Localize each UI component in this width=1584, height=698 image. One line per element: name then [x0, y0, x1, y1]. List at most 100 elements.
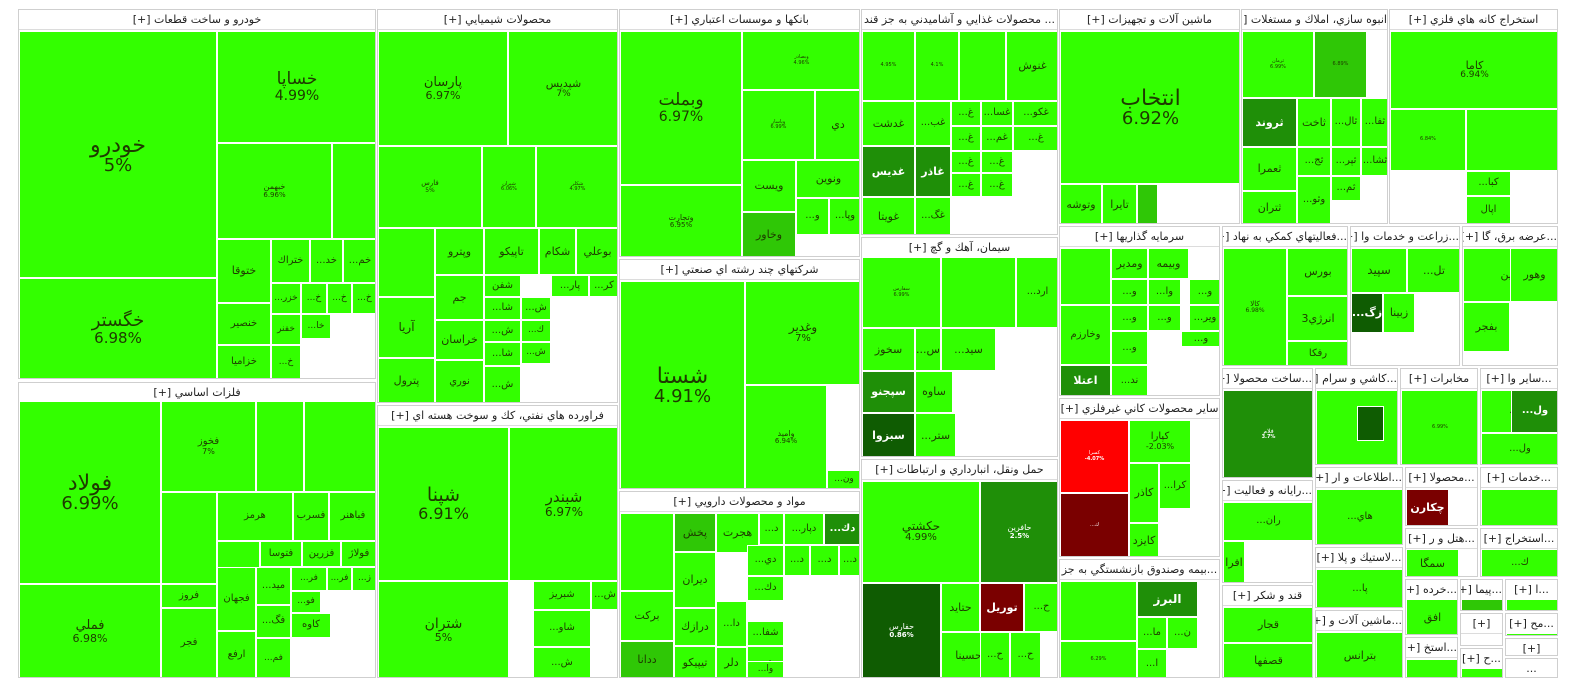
stock-tile[interactable]: ...ش — [533, 647, 591, 677]
stock-tile[interactable]: ...غكو — [1013, 101, 1057, 126]
stock-tile[interactable]: فولاژ — [341, 541, 375, 567]
stock-tile[interactable]: ددانا — [620, 641, 674, 677]
stock-tile[interactable]: پترول — [378, 358, 435, 402]
stock-tile[interactable]: ...دپار — [784, 513, 824, 545]
stock-tile[interactable]: ...و — [1189, 279, 1219, 305]
stock-tile[interactable]: ...ول — [1481, 433, 1557, 464]
stock-tile[interactable]: ...خ — [271, 345, 301, 378]
stock-tile[interactable]: ...هاي — [1316, 489, 1402, 544]
sector-group[interactable]: حمل ونقل، انبارداري و ارتباطات [+] حكشتي 4… — [861, 459, 1058, 678]
stock-tile[interactable]: انرژي3 — [1287, 296, 1347, 341]
stock-tile[interactable]: قصفها — [1223, 643, 1312, 677]
stock-tile[interactable]: غدشت — [862, 101, 915, 146]
stock-tile[interactable]: ...غ — [951, 101, 981, 126]
sector-header[interactable]: ...كاشي و سرام [+] — [1316, 369, 1397, 389]
stock-tile[interactable]: تاپيكو — [484, 228, 539, 275]
stock-tile[interactable]: ...دك — [747, 576, 784, 601]
stock-tile[interactable]: ...وا — [1148, 279, 1181, 305]
stock-tile[interactable]: ...كر — [589, 275, 617, 297]
stock-tile[interactable]: ...ثال — [1331, 98, 1361, 147]
stock-tile[interactable]: ويست — [742, 160, 796, 212]
sector-header[interactable]: فلزات اساسي [+] — [19, 383, 375, 403]
stock-tile[interactable]: فسرب — [293, 492, 329, 541]
stock-tile[interactable]: ...غم — [981, 126, 1013, 151]
sector-group[interactable]: ...كاشي و سرام [+] — [1315, 368, 1398, 465]
stock-tile[interactable] — [959, 31, 1006, 101]
sector-header[interactable]: [+] — [1461, 614, 1502, 634]
stock-tile[interactable] — [941, 257, 1016, 328]
sector-group[interactable]: ...هتل و ر [+] سمگا — [1405, 528, 1478, 577]
stock-tile[interactable]: ...وپا — [829, 198, 859, 235]
stock-tile[interactable]: 6.84% — [1390, 109, 1466, 171]
stock-tile[interactable]: ...و — [1181, 331, 1219, 347]
sector-header[interactable]: سرمايه گذاريها [+] — [1060, 227, 1219, 247]
stock-tile[interactable]: خنصير — [217, 303, 271, 345]
stock-tile[interactable]: فخوز 7% — [161, 401, 256, 492]
stock-tile[interactable]: ...كبا — [1466, 171, 1511, 196]
sector-header[interactable]: ...بيمه وصندوق بازنشستگي به جز — [1060, 560, 1219, 580]
stock-tile[interactable]: سپجنو — [862, 371, 915, 413]
stock-tile[interactable]: شستا 4.91% — [620, 281, 745, 488]
stock-tile[interactable]: ...فگ — [256, 605, 291, 638]
stock-tile[interactable]: فملي 6.98% — [19, 584, 161, 677]
stock-tile[interactable]: ...ح — [1024, 583, 1057, 632]
sector-header[interactable]: ...اطلاعات و ار [+] — [1316, 468, 1402, 488]
stock-tile[interactable]: فزرين — [302, 541, 341, 567]
sector-group[interactable]: ...خرده [+] افق — [1405, 579, 1458, 635]
stock-tile[interactable] — [620, 513, 674, 591]
stock-tile[interactable]: ...ثفا — [1361, 98, 1387, 147]
stock-tile[interactable]: ...و — [1111, 305, 1148, 331]
stock-tile[interactable] — [332, 143, 375, 239]
stock-tile[interactable]: ...ش — [521, 297, 551, 320]
stock-tile[interactable]: ...د — [810, 545, 839, 576]
sector-group[interactable]: ...خدمات [+] — [1480, 467, 1558, 526]
stock-tile[interactable]: ...غ — [981, 173, 1013, 197]
stock-tile[interactable]: اپال — [1466, 196, 1511, 223]
sector-group[interactable]: ...استخ [+] — [1405, 637, 1458, 678]
stock-tile[interactable]: ...ستر — [915, 413, 956, 456]
stock-tile[interactable]: شپديس 7% — [508, 31, 617, 146]
stock-tile[interactable]: كپارا -2.03% — [1129, 420, 1191, 463]
stock-tile[interactable]: شكام — [539, 228, 576, 275]
stock-tile[interactable]: دي — [815, 90, 859, 160]
sector-header[interactable]: ...پيما [+] — [1461, 580, 1502, 600]
stock-tile[interactable]: وتوشه — [1060, 184, 1102, 223]
stock-tile[interactable]: ...ك — [1060, 493, 1129, 556]
sector-group[interactable]: شركتهاي چند رشته اي صنعتي [+] شستا 4.91% وغ… — [619, 259, 860, 489]
stock-tile[interactable]: ثرمان 6.99% — [1242, 31, 1314, 98]
sector-group[interactable]: بانكها و موسسات اعتباري [+] وبملت 6.97% وتج… — [619, 9, 860, 257]
sector-group[interactable]: ...لاستيك و پلا [+] ...پا — [1315, 547, 1403, 608]
stock-tile[interactable]: كاوه — [291, 613, 331, 638]
stock-tile[interactable] — [1060, 248, 1111, 305]
stock-tile[interactable]: توريل — [980, 583, 1024, 632]
stock-tile[interactable]: تايرا — [1102, 184, 1137, 223]
sector-header[interactable]: حمل ونقل، انبارداري و ارتباطات [+] — [862, 460, 1057, 480]
stock-tile[interactable]: ...پار — [551, 275, 589, 297]
stock-tile[interactable] — [161, 492, 217, 584]
stock-tile[interactable]: فتوسا — [260, 541, 302, 567]
sector-group[interactable]: ...ساير وا [+]...ول...ول...ول — [1480, 368, 1558, 465]
stock-tile[interactable]: شكلر 4.97% — [536, 146, 617, 228]
stock-tile[interactable]: ...د — [839, 545, 859, 576]
sector-header[interactable]: مخابرات [+] — [1401, 369, 1477, 389]
stock-tile[interactable]: ...زگ — [1351, 293, 1383, 333]
sector-group[interactable]: مخابرات [+] 6.99% — [1400, 368, 1478, 465]
stock-tile[interactable]: ونوين — [796, 160, 859, 198]
stock-tile[interactable]: غنوش — [1006, 31, 1057, 101]
stock-tile[interactable]: ...كرا — [1159, 463, 1191, 509]
sector-header[interactable]: ...ا [+] — [1506, 580, 1557, 600]
sector-group[interactable]: ماشين آلات و تجهيزات [+] انتخاب 6.92% وتوشه… — [1059, 9, 1240, 224]
stock-tile[interactable]: البرز — [1137, 581, 1198, 617]
sector-group[interactable]: ...بيمه وصندوق بازنشستگي به جز البرز 6.29%… — [1059, 559, 1220, 678]
sector-header[interactable]: ...ساير وا [+] — [1481, 369, 1557, 389]
stock-tile[interactable]: ...و — [1148, 305, 1181, 331]
stock-tile[interactable] — [1506, 633, 1557, 635]
stock-tile[interactable]: بترانس — [1316, 632, 1402, 677]
stock-tile[interactable]: ...وير — [1189, 305, 1219, 331]
stock-tile[interactable] — [1060, 581, 1137, 641]
stock-tile[interactable]: ...ش — [484, 320, 521, 342]
stock-tile[interactable]: خودرو 5% — [19, 31, 217, 278]
sector-header[interactable]: ...ماشين آلات و [+] — [1316, 611, 1402, 631]
stock-tile[interactable]: ...ح — [1010, 632, 1041, 677]
sector-header[interactable]: ...ح [+] — [1461, 649, 1502, 669]
